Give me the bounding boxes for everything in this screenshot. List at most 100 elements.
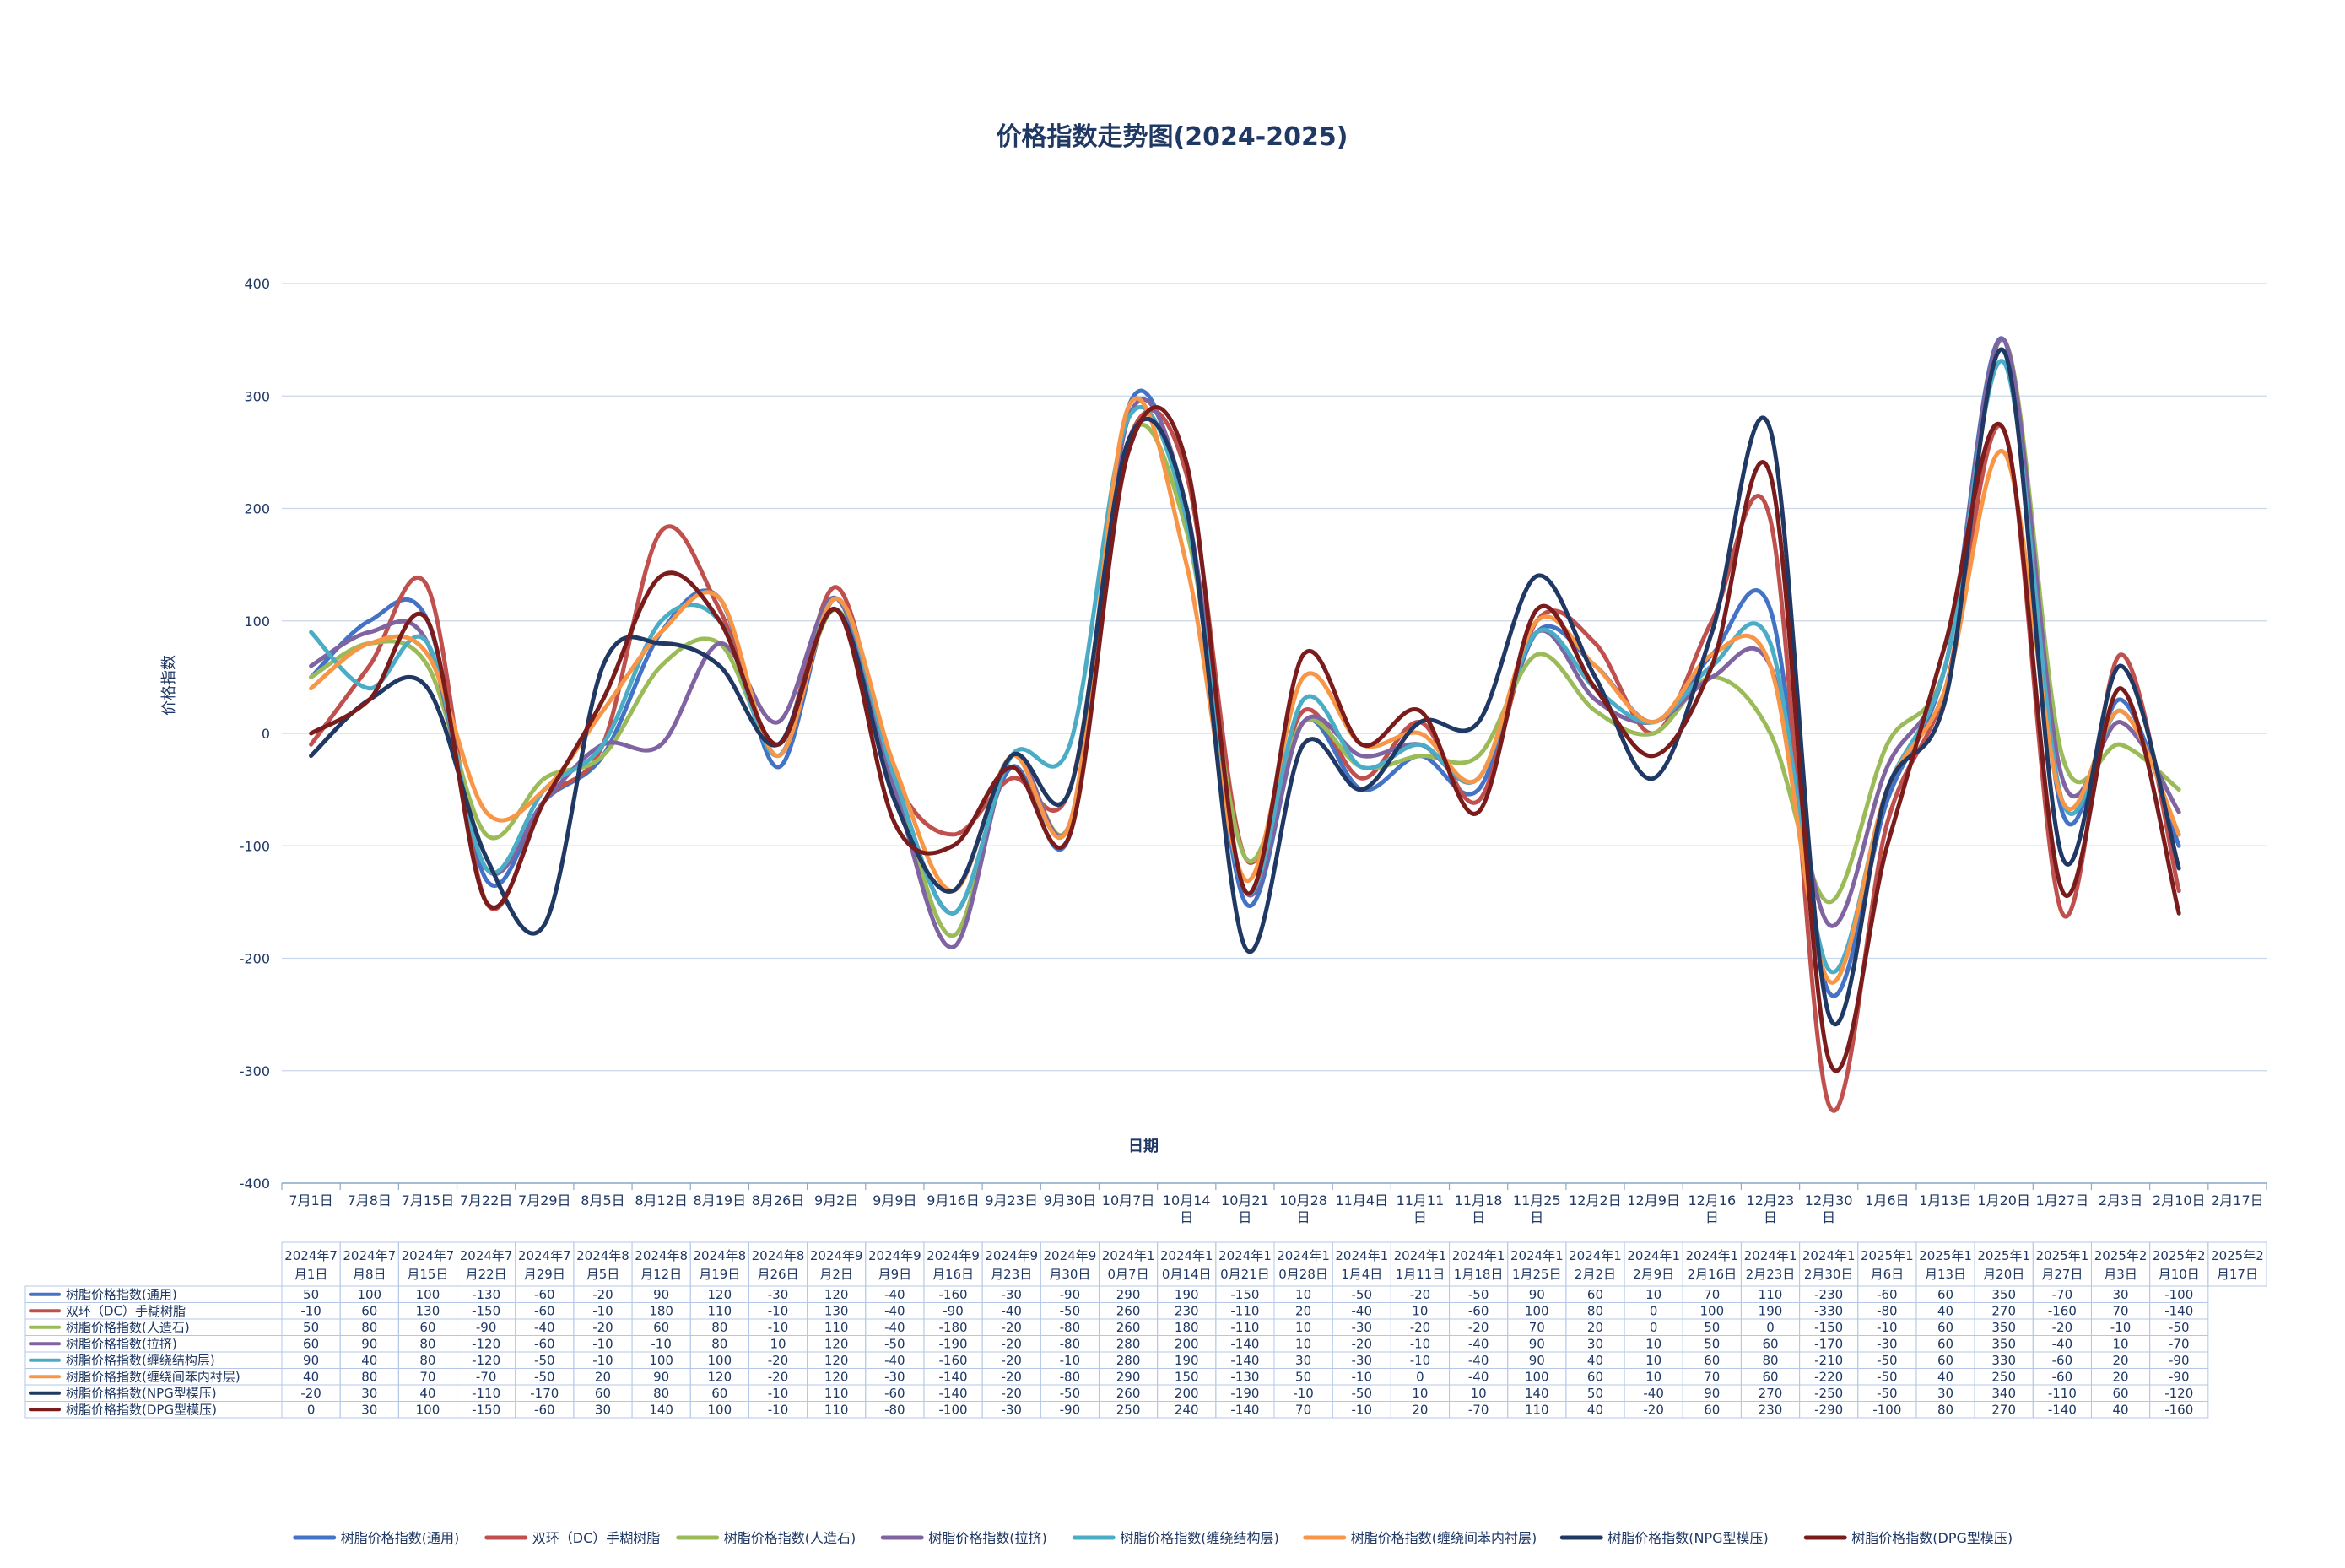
table-value: 110 bbox=[1759, 1287, 1783, 1302]
table-value: -50 bbox=[534, 1369, 555, 1384]
table-value: 60 bbox=[1937, 1287, 1953, 1302]
x-tick-label: 12月16 bbox=[1688, 1192, 1736, 1208]
table-value: -150 bbox=[1230, 1287, 1259, 1302]
table-value: -60 bbox=[1468, 1303, 1489, 1318]
table-header-label: 2024年9 bbox=[1044, 1248, 1097, 1263]
table-value: -10 bbox=[1352, 1369, 1373, 1384]
table-value: -10 bbox=[300, 1303, 321, 1318]
table-header-label: 月3日 bbox=[2104, 1267, 2137, 1282]
x-tick-label: 2月10日 bbox=[2153, 1192, 2206, 1208]
table-value: 230 bbox=[1759, 1402, 1783, 1417]
table-value: 60 bbox=[1762, 1369, 1778, 1384]
table-value: 10 bbox=[1471, 1386, 1487, 1401]
table-value: 290 bbox=[1116, 1287, 1141, 1302]
table-value: 80 bbox=[361, 1369, 377, 1384]
table-value: 30 bbox=[595, 1402, 611, 1417]
table-value: 10 bbox=[1412, 1303, 1428, 1318]
table-header-label: 1月4日 bbox=[1341, 1267, 1382, 1282]
table-header-label: 2025年1 bbox=[1919, 1248, 1972, 1263]
table-series-name: 树脂价格指数(缠绕结构层) bbox=[66, 1353, 215, 1368]
table-value: 250 bbox=[1991, 1369, 2016, 1384]
series-line-8 bbox=[309, 405, 2181, 1073]
table-value: -70 bbox=[2052, 1287, 2073, 1302]
x-tick-label: 12月9日 bbox=[1627, 1192, 1680, 1208]
table-value: 260 bbox=[1116, 1386, 1141, 1401]
table-value: -80 bbox=[884, 1402, 905, 1417]
table-value: -30 bbox=[1352, 1320, 1373, 1335]
table-value: -40 bbox=[2052, 1336, 2073, 1351]
table-value: 100 bbox=[1700, 1303, 1725, 1318]
table-value: -50 bbox=[1877, 1369, 1898, 1384]
table-value: 110 bbox=[1525, 1402, 1549, 1417]
table-value: 10 bbox=[1295, 1336, 1311, 1351]
table-value: 60 bbox=[419, 1320, 435, 1335]
table-header-label: 2024年9 bbox=[810, 1248, 863, 1263]
x-tick-label: 9月30日 bbox=[1044, 1192, 1097, 1208]
table-value: 20 bbox=[2113, 1369, 2129, 1384]
table-value: 80 bbox=[361, 1320, 377, 1335]
table-value: 350 bbox=[1991, 1336, 2016, 1351]
table-value: 10 bbox=[1645, 1336, 1661, 1351]
table-value: 180 bbox=[1175, 1320, 1199, 1335]
table-value: 80 bbox=[1762, 1353, 1778, 1368]
table-value: -90 bbox=[2169, 1369, 2190, 1384]
table-header-label: 2024年1 bbox=[1394, 1248, 1447, 1263]
x-tick-label: 7月8日 bbox=[348, 1192, 392, 1208]
table-header-label: 月2日 bbox=[819, 1267, 853, 1282]
legend-label: 双环（DC）手糊树脂 bbox=[532, 1530, 661, 1546]
x-tick-label: 9月9日 bbox=[873, 1192, 916, 1208]
table-value: -20 bbox=[1352, 1336, 1373, 1351]
x-tick-label: 10月14 bbox=[1163, 1192, 1211, 1208]
table-value: 30 bbox=[1937, 1386, 1953, 1401]
y-tick-label: 400 bbox=[244, 276, 270, 292]
table-value: 60 bbox=[595, 1386, 611, 1401]
table-header-label: 0月14日 bbox=[1162, 1267, 1212, 1282]
table-value: 70 bbox=[2113, 1303, 2129, 1318]
table-value: 60 bbox=[1937, 1353, 1953, 1368]
table-value: -10 bbox=[1352, 1402, 1373, 1417]
table-value: 60 bbox=[653, 1320, 669, 1335]
table-header-label: 月27日 bbox=[2041, 1267, 2083, 1282]
table-value: -20 bbox=[1001, 1336, 1022, 1351]
table-value: 90 bbox=[303, 1353, 319, 1368]
table-header-label: 2024年1 bbox=[1744, 1248, 1797, 1263]
table-value: -10 bbox=[592, 1303, 613, 1318]
table-value: 120 bbox=[824, 1369, 849, 1384]
table-value: 70 bbox=[1295, 1402, 1311, 1417]
x-tick-label: 10月7日 bbox=[1102, 1192, 1155, 1208]
table-value: -50 bbox=[534, 1353, 555, 1368]
table-header-label: 2月30日 bbox=[1804, 1267, 1854, 1282]
table-value: -60 bbox=[534, 1303, 555, 1318]
table-value: 10 bbox=[1412, 1386, 1428, 1401]
table-value: -10 bbox=[768, 1320, 789, 1335]
table-header-label: 2025年2 bbox=[2094, 1248, 2148, 1263]
table-value: 40 bbox=[1937, 1369, 1953, 1384]
table-series-name: 双环（DC）手糊树脂 bbox=[66, 1303, 186, 1318]
table-value: 250 bbox=[1116, 1402, 1141, 1417]
x-tick-label: 8月19日 bbox=[694, 1192, 747, 1208]
table-value: 60 bbox=[711, 1386, 727, 1401]
table-value: -100 bbox=[1872, 1402, 1901, 1417]
series-line-3 bbox=[309, 337, 2181, 938]
x-tick-label: 7月1日 bbox=[289, 1192, 332, 1208]
table-value: -20 bbox=[1410, 1320, 1431, 1335]
table-value: 70 bbox=[1704, 1369, 1720, 1384]
table-value: -170 bbox=[1814, 1336, 1843, 1351]
table-value: 20 bbox=[1295, 1303, 1311, 1318]
x-tick-label: 2月3日 bbox=[2099, 1192, 2142, 1208]
table-value: 180 bbox=[649, 1303, 673, 1318]
table-value: -40 bbox=[1468, 1369, 1489, 1384]
table-value: 100 bbox=[357, 1287, 381, 1302]
table-value: -40 bbox=[1468, 1353, 1489, 1368]
table-value: -150 bbox=[472, 1402, 500, 1417]
table-header-label: 2024年7 bbox=[460, 1248, 513, 1263]
table-value: 30 bbox=[1295, 1353, 1311, 1368]
table-value: 80 bbox=[711, 1320, 727, 1335]
table-value: -30 bbox=[884, 1369, 905, 1384]
table-value: 90 bbox=[1529, 1336, 1545, 1351]
y-tick-label: 100 bbox=[244, 614, 270, 630]
table-value: 0 bbox=[1416, 1369, 1424, 1384]
table-series-name: 树脂价格指数(缠绕间苯内衬层) bbox=[66, 1369, 240, 1384]
table-value: 50 bbox=[1704, 1320, 1720, 1335]
